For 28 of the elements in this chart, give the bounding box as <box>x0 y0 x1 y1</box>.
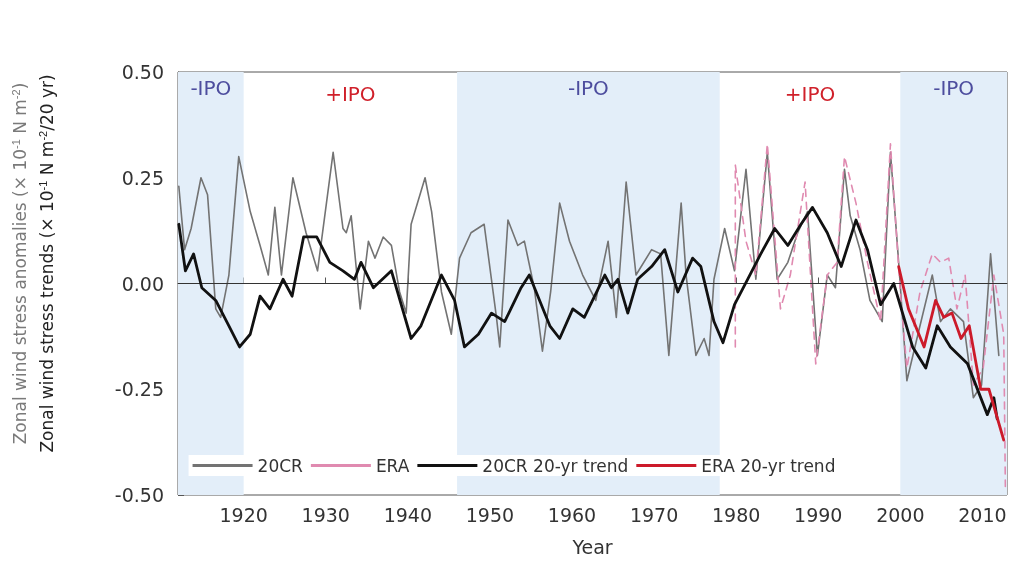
line-series <box>897 265 1006 442</box>
x-tick-label: 2000 <box>876 503 925 526</box>
x-tick-label: 1950 <box>465 503 515 526</box>
x-tick-label: 1960 <box>547 503 597 526</box>
band-label: -IPO <box>933 76 975 100</box>
y-tick-label: -0.25 <box>114 378 164 401</box>
annotation: +IPO <box>325 82 376 106</box>
x-tick-label: 1930 <box>301 503 350 526</box>
x-axis-title: Year <box>571 535 613 558</box>
legend-label: 20CR 20-yr trend <box>482 455 629 476</box>
band-label: -IPO <box>190 76 232 100</box>
y-tick-label: 0.25 <box>121 166 164 189</box>
x-tick-label: 1920 <box>219 503 268 526</box>
x-tick-label: 1970 <box>629 503 679 526</box>
y-tick-label: 0.00 <box>121 272 164 295</box>
y-tick-label: -0.50 <box>114 484 164 506</box>
x-tick-label: 1940 <box>383 503 432 526</box>
band-label: -IPO <box>567 76 609 100</box>
x-tick-label: 1990 <box>794 503 843 526</box>
annotation: +IPO <box>784 82 836 106</box>
y-tick-label: 0.50 <box>121 61 164 83</box>
line-series <box>178 151 1000 399</box>
x-tick-label: 1980 <box>711 503 761 526</box>
legend-label: ERA 20-yr trend <box>701 455 836 476</box>
legend-label: 20CR <box>257 455 304 476</box>
legend-label: ERA <box>375 455 410 476</box>
line-series <box>734 143 1007 488</box>
x-tick-label: 2010 <box>958 503 1007 526</box>
